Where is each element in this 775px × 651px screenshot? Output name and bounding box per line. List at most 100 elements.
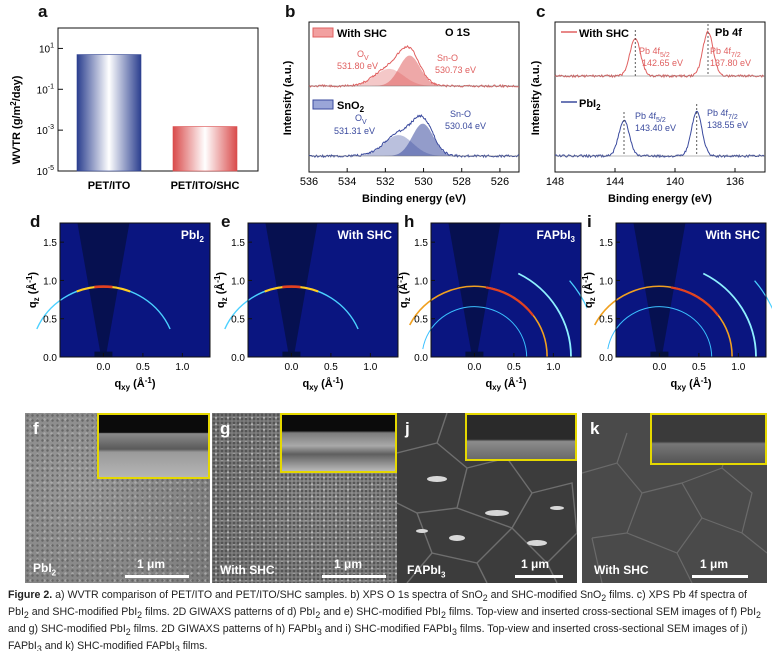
plot-frame bbox=[308, 21, 520, 173]
chart-title: O 1S bbox=[445, 27, 470, 39]
panel-label-b: b bbox=[285, 2, 296, 21]
y-tick-label: 1.0 bbox=[43, 276, 57, 287]
x-tick-label: 0.0 bbox=[284, 362, 298, 373]
legend-with-shc: With SHC bbox=[579, 28, 629, 40]
giwaxs-map-i: With SHC 1.5 1.0 0.5 0.0 0.0 0.5 1.0 qxy (Å-1) qz… bbox=[582, 222, 772, 392]
x-tick-label: 140 bbox=[666, 176, 684, 188]
y-tick-label: 0.0 bbox=[599, 353, 613, 364]
legend-swatch-shc bbox=[312, 27, 334, 38]
giwaxs-map-e: With SHC 1.5 1.0 0.5 0.0 0.0 0.5 1.0 qxy (Å-1) qz… bbox=[214, 222, 399, 392]
x-tick-label: 136 bbox=[726, 176, 744, 188]
y-axis-label: WVTR (g/m2/day) bbox=[9, 75, 23, 164]
x-tick-label: 0.0 bbox=[467, 362, 481, 373]
x-axis-label: qxy (Å-1) bbox=[670, 376, 711, 392]
peak-label-72-shc: Pb 4f7/2 bbox=[710, 46, 741, 59]
xps-pb4f-chart: 148 144 140 136 Pb 4f With SHC PbI2 Pb 4f5/… bbox=[530, 21, 766, 205]
diffraction-ring-far bbox=[569, 280, 587, 310]
scale-bar bbox=[322, 575, 386, 578]
y-tick-label: 10-3 bbox=[37, 124, 54, 137]
diffraction-ring-peak bbox=[282, 285, 301, 289]
scale-bar-label: 1 μm bbox=[700, 557, 729, 571]
missing-wedge bbox=[77, 223, 130, 354]
y-tick-label: 0.0 bbox=[231, 353, 245, 364]
x-tick-label: 536 bbox=[300, 176, 318, 188]
x-tick-label: 0.5 bbox=[136, 362, 150, 373]
legend-with-shc: With SHC bbox=[337, 28, 387, 40]
y-tick-label: 0.5 bbox=[43, 315, 57, 326]
sample-label: PbI2 bbox=[181, 228, 205, 244]
legend-swatch-sno2 bbox=[312, 99, 334, 110]
sem-image-j: j FAPbI3 1 μm bbox=[397, 413, 577, 583]
x-tick-label: 144 bbox=[606, 176, 624, 188]
x-tick-label: 1.0 bbox=[731, 362, 745, 373]
panel-label-k: k bbox=[590, 419, 600, 438]
y-tick-label: 0.0 bbox=[43, 353, 57, 364]
y-tick-label: 1.0 bbox=[599, 276, 613, 287]
missing-wedge bbox=[448, 223, 501, 354]
x-tick-label: 530 bbox=[414, 176, 432, 188]
diffraction-ring-peak bbox=[94, 285, 113, 289]
sample-label: With SHC bbox=[705, 228, 760, 242]
y-tick-label: 1.5 bbox=[599, 238, 613, 249]
y-tick-label: 1.5 bbox=[43, 238, 57, 249]
plot-frame bbox=[57, 27, 259, 172]
panel-label-c: c bbox=[536, 2, 546, 21]
peak-label-52-shc: Pb 4f5/2 bbox=[639, 46, 670, 59]
x-tick-label: 528 bbox=[453, 176, 471, 188]
panel-label-d: d bbox=[30, 212, 41, 231]
peak-label-72-pbi2: Pb 4f7/2 bbox=[707, 108, 738, 121]
y-tick-label: 1.0 bbox=[414, 276, 428, 287]
peak-label-sno-shc: Sn-O bbox=[437, 53, 458, 63]
plot-frame bbox=[615, 222, 767, 358]
plot-frame bbox=[247, 222, 399, 358]
x-axis-label: qxy (Å-1) bbox=[114, 376, 155, 392]
y-tick-label: 0.5 bbox=[599, 315, 613, 326]
y-tick-label: 1.5 bbox=[231, 238, 245, 249]
x-tick-label: 1.0 bbox=[175, 362, 189, 373]
panel-label-f: f bbox=[33, 419, 39, 438]
y-axis-label: Intensity (a.u.) bbox=[530, 60, 542, 135]
diffraction-ring-hot bbox=[485, 286, 535, 317]
sample-label: With SHC bbox=[594, 563, 649, 577]
y-tick-label: 10-1 bbox=[37, 83, 54, 96]
giwaxs-map-h: FAPbI3 1.5 1.0 0.5 0.0 0.0 0.5 1.0 qxy (Å-1) qz (… bbox=[397, 222, 587, 392]
bar-1 bbox=[76, 54, 142, 172]
category-label: PET/ITO/SHC bbox=[171, 180, 240, 192]
x-tick-label: 0.0 bbox=[652, 362, 666, 373]
y-axis-label: Intensity (a.u.) bbox=[282, 60, 294, 135]
scale-bar-label: 1 μm bbox=[334, 557, 363, 571]
sem-image-k: k With SHC 1 μm bbox=[582, 413, 767, 583]
y-tick-label: 0.5 bbox=[231, 315, 245, 326]
grain-boundaries bbox=[397, 413, 577, 583]
y-tick-label: 1.0 bbox=[231, 276, 245, 287]
y-axis-label: qz (Å-1) bbox=[26, 272, 41, 309]
y-axis-label: qz (Å-1) bbox=[214, 272, 229, 309]
plot-frame bbox=[554, 21, 766, 173]
diffraction-ring-outer bbox=[517, 272, 572, 358]
spectrum-line bbox=[554, 30, 765, 79]
y-axis-label: qz (Å-1) bbox=[582, 272, 597, 309]
x-axis-label: qxy (Å-1) bbox=[302, 376, 343, 392]
bar-2 bbox=[172, 126, 238, 172]
peak-energy-72-shc: 137.80 eV bbox=[710, 58, 751, 68]
x-tick-label: 0.0 bbox=[96, 362, 110, 373]
scale-bar-label: 1 μm bbox=[137, 557, 166, 571]
peak-label-ov-sno2: OV bbox=[355, 113, 367, 126]
x-tick-label: 1.0 bbox=[363, 362, 377, 373]
x-tick-label: 0.5 bbox=[692, 362, 706, 373]
cross-section-inset bbox=[280, 413, 397, 473]
peak-label-52-pbi2: Pb 4f5/2 bbox=[635, 111, 666, 124]
peak-energy-sno-shc: 530.73 eV bbox=[435, 65, 476, 75]
panel-label-a: a bbox=[38, 2, 48, 21]
y-axis-label: qz (Å-1) bbox=[397, 272, 412, 309]
panel-label-j: j bbox=[405, 419, 410, 438]
legend-sno2: SnO2 bbox=[337, 100, 365, 114]
missing-wedge bbox=[265, 223, 318, 354]
peak-energy-ov-shc: 531.80 eV bbox=[337, 61, 378, 71]
panel-label-i: i bbox=[587, 212, 592, 231]
y-tick-label: 0.5 bbox=[414, 315, 428, 326]
peak-energy-sno-sno2: 530.04 eV bbox=[445, 121, 486, 131]
sample-label: With SHC bbox=[220, 563, 275, 577]
peak-label-sno-sno2: Sn-O bbox=[450, 109, 471, 119]
scale-bar bbox=[125, 575, 189, 578]
